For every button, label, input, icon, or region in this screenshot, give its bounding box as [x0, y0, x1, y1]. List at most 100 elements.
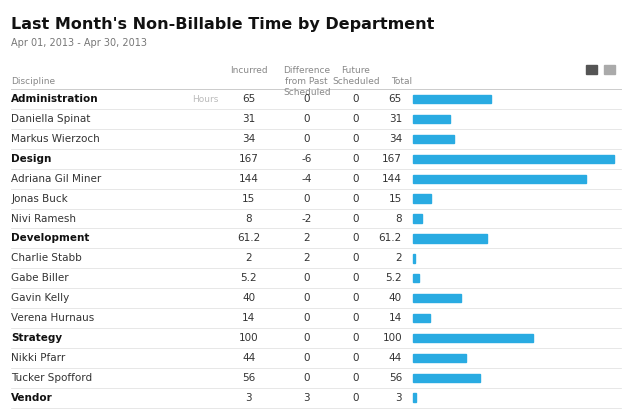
Text: Design: Design — [11, 154, 52, 164]
Text: Jonas Buck: Jonas Buck — [11, 194, 68, 204]
Text: 167: 167 — [382, 154, 402, 164]
Text: 31: 31 — [242, 114, 256, 124]
Text: 34: 34 — [242, 134, 256, 144]
Text: 61.2: 61.2 — [238, 233, 260, 244]
Text: 0: 0 — [304, 353, 310, 363]
Text: Nikki Pfarr: Nikki Pfarr — [11, 353, 66, 363]
Text: 5.2: 5.2 — [241, 273, 257, 283]
Bar — [413, 155, 614, 163]
Text: 31: 31 — [389, 114, 402, 124]
Text: 40: 40 — [243, 293, 255, 303]
Text: 65: 65 — [389, 94, 402, 104]
Text: 0: 0 — [353, 214, 359, 224]
Text: 56: 56 — [242, 373, 256, 383]
Text: 14: 14 — [389, 313, 402, 323]
Text: 0: 0 — [353, 134, 359, 144]
FancyBboxPatch shape — [604, 65, 615, 74]
Text: 0: 0 — [353, 114, 359, 124]
Text: Difference
from Past
Scheduled: Difference from Past Scheduled — [283, 66, 331, 97]
Text: 8: 8 — [395, 214, 402, 224]
Bar — [413, 135, 454, 143]
Text: 0: 0 — [353, 154, 359, 164]
Text: Apr 01, 2013 - Apr 30, 2013: Apr 01, 2013 - Apr 30, 2013 — [11, 38, 147, 48]
Text: 3: 3 — [395, 393, 402, 403]
Text: 144: 144 — [382, 174, 402, 184]
Text: 0: 0 — [353, 333, 359, 343]
Text: 100: 100 — [382, 333, 402, 343]
Text: 0: 0 — [304, 94, 310, 104]
Text: 0: 0 — [353, 174, 359, 184]
Text: Gabe Biller: Gabe Biller — [11, 273, 69, 283]
Text: Gavin Kelly: Gavin Kelly — [11, 293, 69, 303]
Text: 2: 2 — [395, 253, 402, 264]
Text: 0: 0 — [353, 194, 359, 204]
Text: 44: 44 — [389, 353, 402, 363]
Text: 0: 0 — [353, 393, 359, 403]
Text: 0: 0 — [304, 373, 310, 383]
Bar — [413, 195, 431, 203]
Text: Development: Development — [11, 233, 89, 244]
Text: 2: 2 — [246, 253, 252, 264]
Text: 0: 0 — [353, 353, 359, 363]
Bar — [413, 354, 466, 362]
Text: Nivi Ramesh: Nivi Ramesh — [11, 214, 76, 224]
Text: 0: 0 — [353, 94, 359, 104]
Text: 2: 2 — [304, 233, 310, 244]
Text: 5.2: 5.2 — [386, 273, 402, 283]
Text: 34: 34 — [389, 134, 402, 144]
Text: Charlie Stabb: Charlie Stabb — [11, 253, 82, 264]
Text: -2: -2 — [302, 214, 312, 224]
Text: Discipline: Discipline — [11, 77, 55, 86]
Bar — [413, 254, 415, 263]
Text: -4: -4 — [302, 174, 312, 184]
Text: Future
Scheduled: Future Scheduled — [332, 66, 380, 86]
Text: 167: 167 — [239, 154, 259, 164]
Text: 0: 0 — [304, 313, 310, 323]
Text: Adriana Gil Miner: Adriana Gil Miner — [11, 174, 101, 184]
Text: 3: 3 — [246, 393, 252, 403]
Text: 40: 40 — [389, 293, 402, 303]
Bar — [413, 393, 416, 402]
Text: Total: Total — [391, 77, 413, 86]
Text: 3: 3 — [304, 393, 310, 403]
FancyBboxPatch shape — [586, 65, 597, 74]
Text: 2: 2 — [304, 253, 310, 264]
Text: Markus Wierzoch: Markus Wierzoch — [11, 134, 100, 144]
Text: 0: 0 — [353, 253, 359, 264]
Text: 61.2: 61.2 — [379, 233, 402, 244]
Text: 15: 15 — [242, 194, 256, 204]
Text: Tucker Spofford: Tucker Spofford — [11, 373, 93, 383]
Text: 0: 0 — [304, 134, 310, 144]
Text: 14: 14 — [242, 313, 256, 323]
Text: 100: 100 — [239, 333, 259, 343]
Text: 0: 0 — [304, 194, 310, 204]
Text: 0: 0 — [353, 233, 359, 244]
Bar — [413, 175, 587, 183]
Text: 15: 15 — [389, 194, 402, 204]
Text: 44: 44 — [242, 353, 256, 363]
Text: Verena Hurnaus: Verena Hurnaus — [11, 313, 95, 323]
Text: 0: 0 — [353, 313, 359, 323]
Text: 8: 8 — [246, 214, 252, 224]
Bar — [413, 234, 486, 243]
Bar — [413, 334, 534, 342]
Text: Hours: Hours — [192, 95, 219, 104]
Text: 0: 0 — [304, 333, 310, 343]
Text: Administration: Administration — [11, 94, 99, 104]
Text: 56: 56 — [389, 373, 402, 383]
Bar — [413, 274, 419, 282]
Text: 65: 65 — [242, 94, 256, 104]
Text: Daniella Spinat: Daniella Spinat — [11, 114, 91, 124]
Bar — [413, 95, 491, 103]
Text: 144: 144 — [239, 174, 259, 184]
Text: Strategy: Strategy — [11, 333, 62, 343]
Bar — [413, 314, 430, 322]
Text: Last Month's Non-Billable Time by Department: Last Month's Non-Billable Time by Depart… — [11, 17, 435, 32]
Bar — [413, 215, 422, 223]
Bar — [413, 115, 450, 123]
Bar — [413, 374, 480, 382]
Text: 0: 0 — [353, 273, 359, 283]
Text: 0: 0 — [304, 114, 310, 124]
Text: -6: -6 — [302, 154, 312, 164]
Text: 0: 0 — [353, 293, 359, 303]
